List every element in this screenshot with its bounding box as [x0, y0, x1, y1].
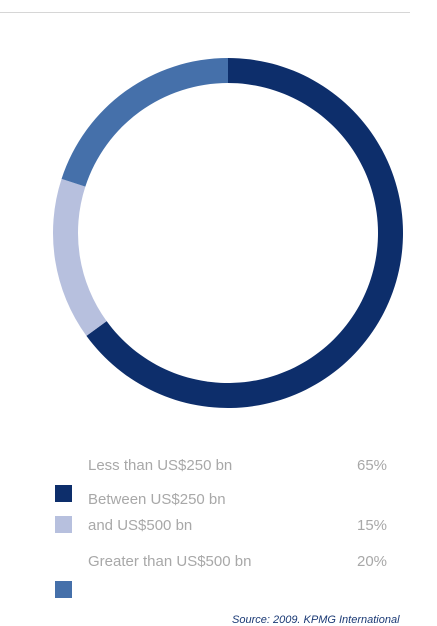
- legend-label-greater-than-500: Greater than US$500 bn: [88, 553, 252, 570]
- legend-swatch-between: [55, 516, 72, 533]
- top-divider: [0, 12, 410, 13]
- donut-slice-greater-than-500: [61, 58, 228, 187]
- legend-pct-less-than-250: 65%: [357, 457, 388, 474]
- legend-pct-between: 15%: [357, 517, 388, 534]
- legend-pct-greater-than-500: 20%: [357, 553, 388, 570]
- legend-swatch-less-than-250: [55, 485, 72, 502]
- donut-slice-between-250-500: [53, 178, 107, 336]
- legend-label-less-than-250: Less than US$250 bn: [88, 457, 233, 474]
- donut-chart: [53, 58, 404, 409]
- source-note: Source: 2009. KPMG International: [232, 614, 400, 626]
- legend-swatch-greater-than-500: [55, 581, 72, 598]
- legend-label-between-line2: and US$500 bn: [88, 517, 193, 534]
- legend-label-between-line1: Between US$250 bn: [88, 491, 226, 508]
